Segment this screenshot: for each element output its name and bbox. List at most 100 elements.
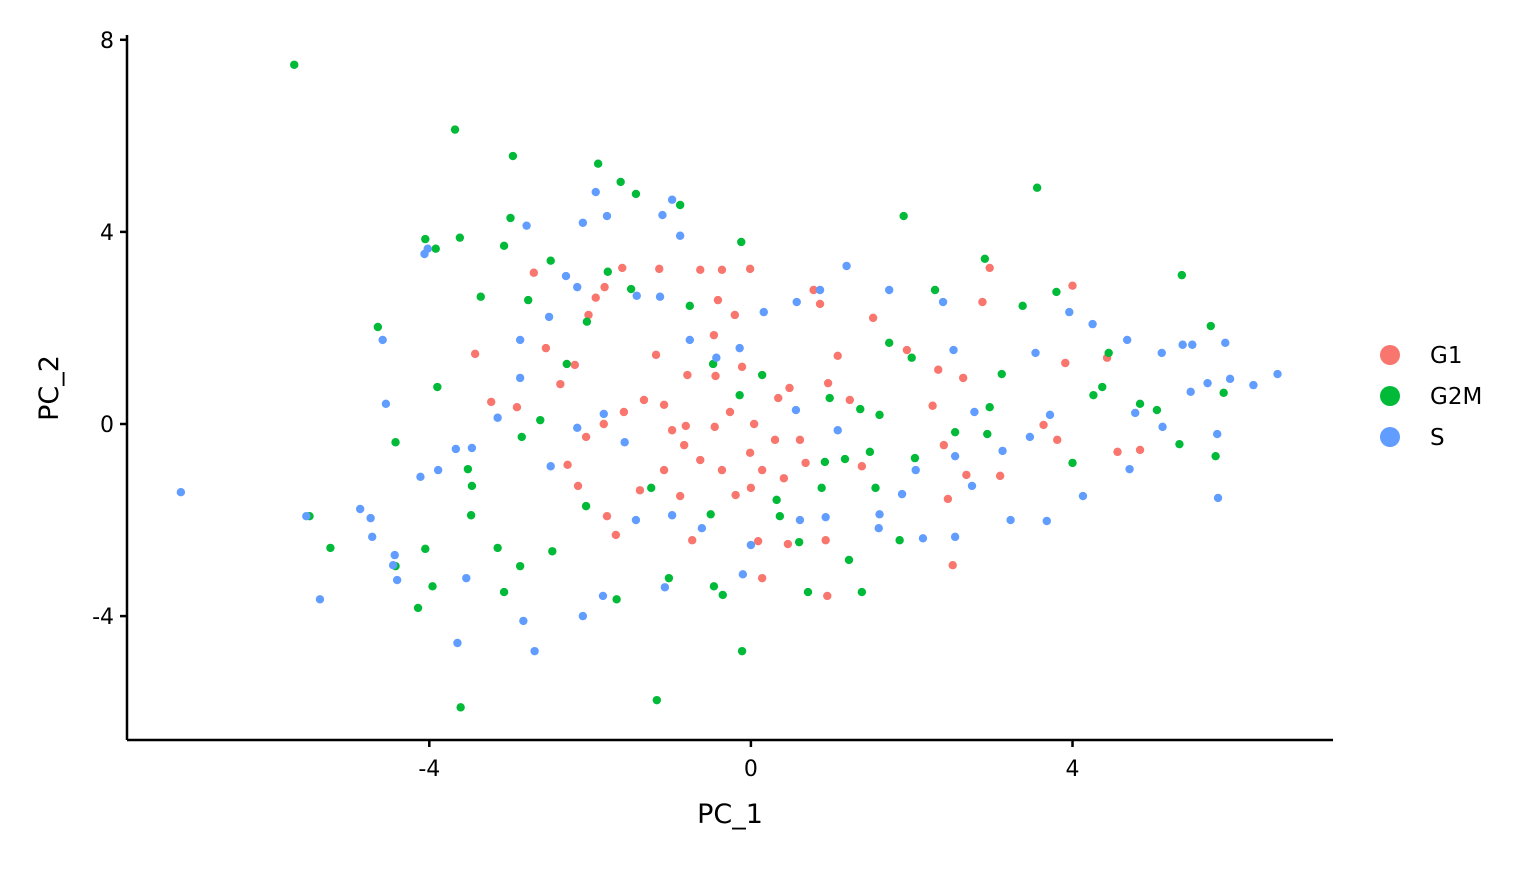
point <box>874 524 883 533</box>
point <box>1221 338 1230 348</box>
point <box>450 125 460 134</box>
point <box>717 465 727 475</box>
point <box>795 515 805 525</box>
point <box>685 301 694 311</box>
point <box>1068 458 1077 468</box>
point <box>355 504 365 514</box>
point <box>456 703 465 712</box>
point <box>875 410 884 420</box>
point <box>659 400 669 409</box>
point <box>1032 183 1042 192</box>
point <box>635 486 645 495</box>
point <box>884 285 894 295</box>
point <box>667 426 677 435</box>
point <box>487 397 496 407</box>
point <box>573 423 582 433</box>
point <box>731 490 740 500</box>
point <box>573 481 583 491</box>
point <box>950 427 960 437</box>
point <box>578 218 588 227</box>
point <box>939 440 949 450</box>
point <box>455 233 465 242</box>
point <box>1211 451 1220 461</box>
point <box>315 595 325 604</box>
point <box>556 379 565 389</box>
point <box>1135 445 1145 455</box>
point <box>980 254 990 263</box>
point <box>1178 340 1187 349</box>
y-tick-label: 8 <box>100 29 114 54</box>
point <box>770 435 780 445</box>
point <box>681 421 690 431</box>
point <box>517 432 526 442</box>
point <box>895 536 904 545</box>
point <box>1203 378 1212 388</box>
point <box>611 530 621 540</box>
point <box>688 536 697 545</box>
point <box>757 370 767 380</box>
point <box>791 405 801 415</box>
point <box>390 550 399 560</box>
point <box>675 231 685 240</box>
point <box>1065 307 1074 317</box>
point <box>745 264 755 274</box>
point <box>910 453 920 463</box>
point <box>884 338 894 348</box>
point <box>738 570 748 579</box>
point <box>381 399 391 409</box>
point <box>711 371 720 381</box>
point <box>746 540 756 550</box>
point <box>899 211 908 221</box>
point <box>647 483 656 493</box>
y-tick-label: 4 <box>100 221 114 246</box>
point <box>664 573 674 583</box>
point <box>561 271 571 281</box>
point <box>675 491 685 501</box>
point <box>785 383 794 393</box>
point <box>581 432 591 442</box>
point <box>451 444 461 454</box>
point <box>997 369 1006 379</box>
point <box>709 330 719 340</box>
point <box>823 378 833 388</box>
point <box>515 373 525 383</box>
point <box>970 407 979 417</box>
point <box>655 292 665 301</box>
point <box>562 359 571 369</box>
point <box>616 177 625 187</box>
point <box>620 438 629 447</box>
point <box>373 322 383 332</box>
point <box>563 460 572 470</box>
point <box>1152 405 1162 415</box>
point <box>1089 390 1098 400</box>
point <box>1088 319 1097 329</box>
point <box>462 573 471 583</box>
point <box>548 547 557 556</box>
point <box>985 402 994 412</box>
point <box>536 415 545 425</box>
point <box>512 402 522 412</box>
point <box>1158 422 1167 432</box>
point <box>515 335 525 345</box>
x-axis-title: PC_1 <box>697 799 763 830</box>
point <box>985 263 994 273</box>
point <box>600 282 609 292</box>
point <box>619 407 629 417</box>
point <box>949 345 958 355</box>
point <box>1273 369 1282 379</box>
point <box>612 595 621 604</box>
point <box>934 365 943 374</box>
point <box>1061 358 1070 368</box>
point <box>598 591 608 601</box>
point <box>582 317 592 326</box>
point <box>708 359 718 369</box>
point <box>749 419 759 429</box>
point <box>428 582 437 591</box>
legend-marker <box>1380 427 1400 447</box>
point <box>378 335 387 345</box>
point <box>541 343 551 353</box>
point <box>431 244 440 253</box>
points <box>176 60 1282 712</box>
point <box>1113 447 1122 457</box>
point <box>821 536 830 545</box>
